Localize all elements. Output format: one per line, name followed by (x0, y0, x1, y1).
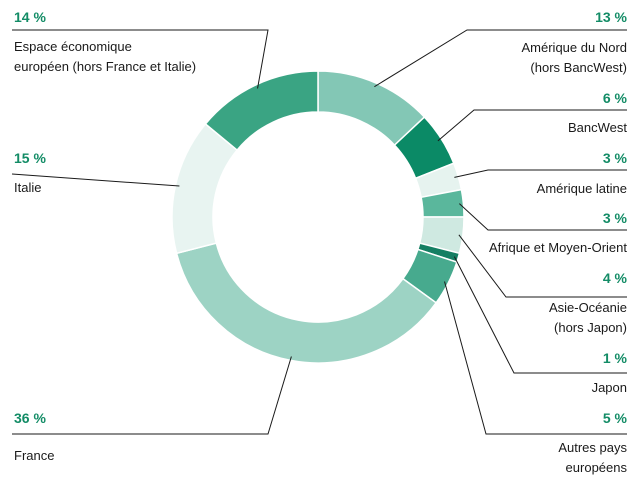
pct-label-eee: 14 % (14, 9, 46, 25)
pct-label-italie: 15 % (14, 150, 46, 166)
category-label-bancwest: BancWest (568, 120, 627, 135)
pct-label-france: 36 % (14, 410, 46, 426)
pct-label-afrique: 3 % (603, 210, 628, 226)
category-label-eee: européen (hors France et Italie) (14, 59, 196, 74)
pct-label-autres-europe: 5 % (603, 410, 628, 426)
category-label-asie: Asie-Océanie (549, 300, 627, 315)
leader-bancwest (437, 109, 627, 142)
leader-amerique-nord (374, 29, 627, 88)
category-label-autres-europe: Autres pays (558, 440, 627, 455)
leader-italie (11, 173, 180, 187)
slice-italie (171, 122, 239, 255)
category-label-japon: Japon (592, 380, 627, 395)
pct-label-amerique-nord: 13 % (595, 9, 627, 25)
slice-eee (204, 70, 319, 152)
slice-labels: 13 % Amérique du Nord (hors BancWest) 6 % Ba… (14, 9, 628, 475)
pct-label-amerique-latine: 3 % (603, 150, 628, 166)
leader-asie (458, 234, 627, 298)
donut-slices (171, 70, 465, 364)
category-label-france: France (14, 448, 54, 463)
pct-label-bancwest: 6 % (603, 90, 628, 106)
leader-eee (12, 29, 269, 89)
category-label-amerique-nord: Amérique du Nord (522, 40, 628, 55)
category-label-amerique-nord: (hors BancWest) (530, 60, 627, 75)
leader-autres-europe (444, 281, 627, 435)
leader-amerique-latine (454, 169, 627, 178)
leader-france (12, 356, 292, 435)
leader-afrique (459, 203, 627, 231)
category-label-italie: Italie (14, 180, 41, 195)
pct-label-asie: 4 % (603, 270, 628, 286)
slice-france (175, 242, 438, 364)
category-label-asie: (hors Japon) (554, 320, 627, 335)
category-label-autres-europe: européens (566, 460, 628, 475)
leader-japon (453, 256, 627, 374)
pct-label-japon: 1 % (603, 350, 628, 366)
leader-lines (11, 29, 627, 435)
category-label-eee: Espace économique (14, 39, 132, 54)
category-label-afrique: Afrique et Moyen-Orient (489, 240, 627, 255)
category-label-amerique-latine: Amérique latine (537, 181, 627, 196)
